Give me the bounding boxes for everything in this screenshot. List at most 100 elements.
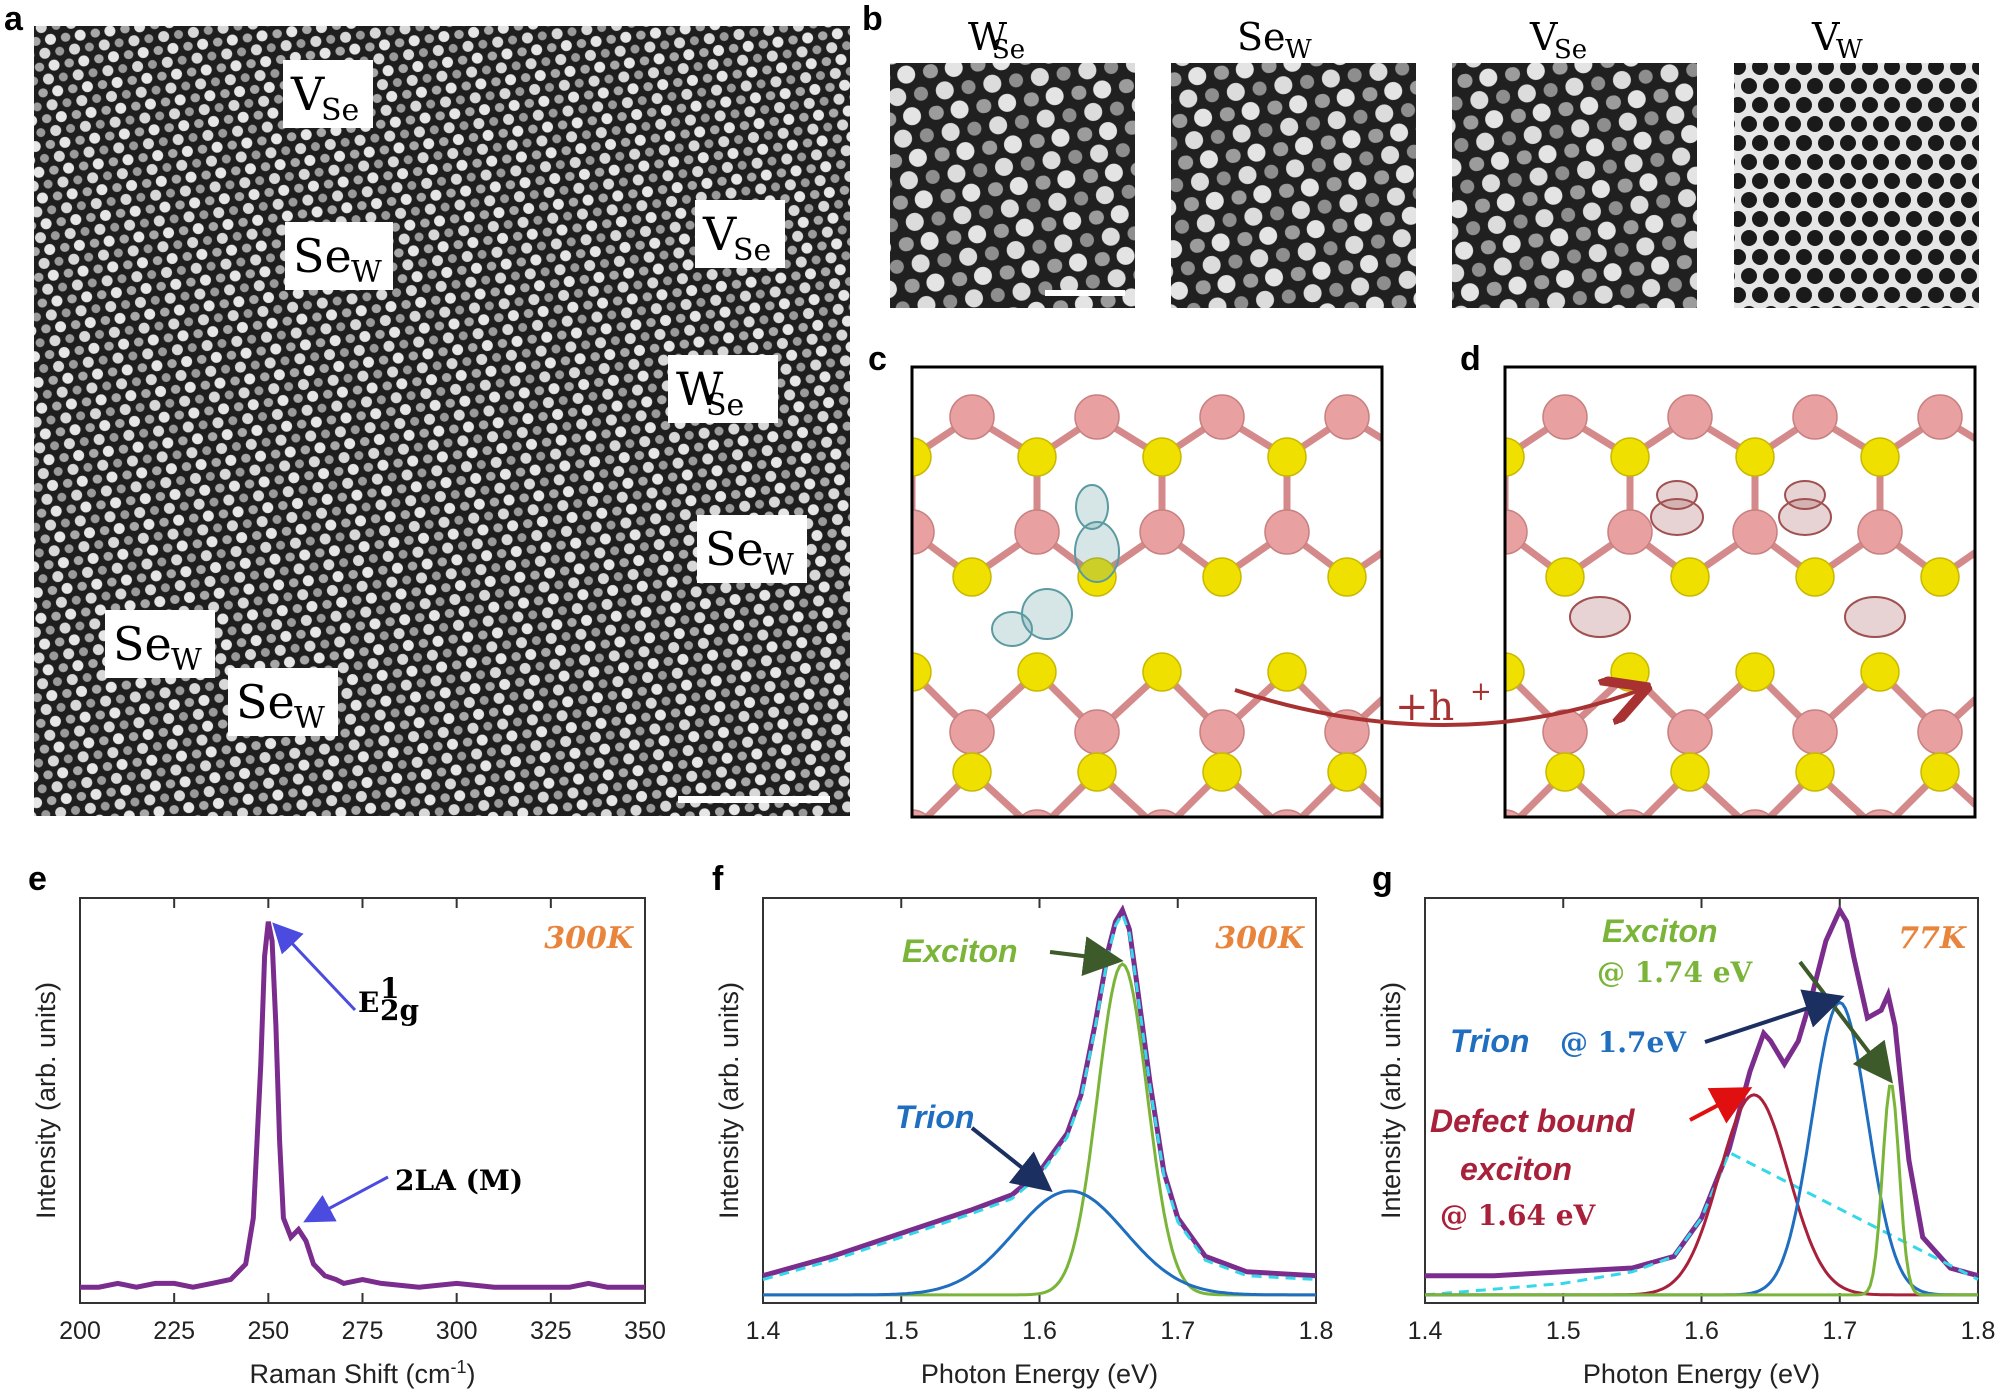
w-atom	[1917, 394, 1963, 440]
orbital-lobe	[1784, 480, 1826, 510]
x-tick-label: 250	[247, 1317, 289, 1345]
w-atom	[1199, 709, 1245, 755]
panel-letter-d: d	[1460, 340, 1481, 378]
w-atom	[1542, 394, 1588, 440]
series-line-raman	[80, 921, 645, 1290]
x-tick-label: 1.7	[1160, 1317, 1195, 1345]
defect-label-5: Se W	[697, 515, 807, 583]
w-atom	[1505, 509, 1528, 555]
defect-label-text: W	[676, 362, 724, 416]
defect-image-title-subscript: W	[1285, 35, 1312, 65]
panel-letter-a: a	[4, 0, 24, 38]
defect-image-title: Se	[1237, 15, 1286, 59]
panel-letter-c: c	[868, 340, 887, 378]
se-atom	[1327, 752, 1367, 792]
defect-image-2: Se W	[1171, 15, 1416, 308]
se-atom	[1142, 652, 1182, 692]
panel-letter-e: e	[28, 860, 47, 898]
y-axis-label: Intensity (arb. units)	[714, 982, 744, 1219]
orbital-lobe	[1075, 484, 1109, 530]
x-tick-label: 200	[59, 1317, 101, 1345]
annotation-defect-value: @ 1.64 eV	[1440, 1199, 1597, 1232]
x-tick-label: 1.8	[1299, 1317, 1334, 1345]
x-axis-label-sup: -1	[451, 1357, 467, 1377]
arrow-exciton	[1049, 936, 1124, 976]
annotation-exciton: Exciton	[1602, 913, 1718, 949]
defect-label-subscript: W	[351, 255, 382, 290]
defect-image-3: VSe	[1452, 15, 1697, 308]
se-atom	[1735, 437, 1775, 477]
annotation-trion: Trion	[895, 1099, 974, 1135]
defect-label-text: Se	[705, 522, 764, 576]
hole-label-sup: +	[1470, 677, 1492, 707]
temperature-label: 77K	[1898, 921, 1968, 956]
w-atom	[1857, 509, 1903, 555]
w-atom	[1983, 810, 2000, 854]
se-atom	[1393, 438, 1431, 476]
peak-label-e2g-sup: 1	[380, 972, 399, 1005]
orbital-lobe	[1778, 498, 1832, 536]
w-atom	[1667, 709, 1713, 755]
hole-transfer-arrow: +h +	[1234, 677, 1640, 730]
panel-c-atomic-model	[910, 365, 1434, 819]
defect-label-text: Se	[293, 229, 352, 283]
annotation-exciton: Exciton	[902, 933, 1018, 969]
x-tick-label: 1.5	[1546, 1317, 1581, 1345]
defect-label-subscript: Se	[706, 388, 744, 423]
se-atom	[1795, 752, 1835, 792]
defect-image-4: VW	[1734, 15, 1979, 308]
defect-label-subscript: Se	[321, 93, 359, 128]
se-atom	[1505, 437, 1525, 477]
se-atom	[952, 752, 992, 792]
se-atom	[1986, 438, 2000, 476]
w-atom	[1737, 809, 1773, 817]
se-atom	[1920, 752, 1960, 792]
scale-bar-a	[678, 796, 830, 803]
w-atom	[1264, 509, 1310, 555]
defect-image-title-subscript: W	[1836, 35, 1863, 65]
w-atom	[1019, 809, 1055, 817]
annotation-defect: Defect bound	[1430, 1103, 1636, 1139]
series-line-fit	[1424, 1150, 1979, 1297]
orbital-lobe	[1074, 521, 1120, 583]
annotation-trion-value: @ 1.7eV	[1560, 1026, 1687, 1059]
defect-label-subscript: W	[171, 643, 202, 678]
series-line-trion	[763, 1189, 1316, 1297]
arrow-trion	[970, 1126, 1053, 1192]
w-atom	[1390, 510, 1434, 554]
defect-image-1: WSe	[890, 15, 1135, 308]
se-atom	[1327, 557, 1367, 597]
orbital-lobe	[1569, 596, 1631, 638]
w-atom	[949, 394, 995, 440]
w-atom	[912, 809, 930, 817]
w-atom	[1074, 394, 1120, 440]
chart-g-pl-77k: 1.4 1.5 1.6 1.7 1.8 Intensity (arb. units) Pho…	[1376, 897, 1996, 1389]
x-tick-label: 1.8	[1961, 1317, 1996, 1345]
w-atom	[1667, 394, 1713, 440]
defect-image-title: V	[1529, 15, 1558, 59]
se-atom	[1545, 557, 1585, 597]
defect-label-text: Se	[236, 675, 295, 729]
w-atom	[1324, 394, 1370, 440]
panel-letter-f: f	[712, 860, 724, 898]
w-atom	[1074, 709, 1120, 755]
se-atom	[1986, 653, 2000, 691]
defect-label-7: Se W	[228, 668, 338, 736]
se-atom	[1795, 557, 1835, 597]
se-atom	[1202, 752, 1242, 792]
orbital-lobe	[1650, 498, 1704, 536]
defect-image-title-subscript: Se	[992, 35, 1025, 65]
peak-arrow-e2g	[272, 922, 357, 1012]
w-atom	[1917, 709, 1963, 755]
panel-letter-b: b	[862, 0, 883, 38]
x-axis-label: Photon Energy (eV)	[921, 1359, 1158, 1389]
panel-letter-g: g	[1372, 860, 1393, 898]
se-atom	[1267, 652, 1307, 692]
w-atom	[949, 709, 995, 755]
scale-bar-b	[1045, 290, 1125, 296]
se-atom	[1735, 652, 1775, 692]
se-atom	[1142, 437, 1182, 477]
arrow-trion	[1704, 989, 1845, 1044]
